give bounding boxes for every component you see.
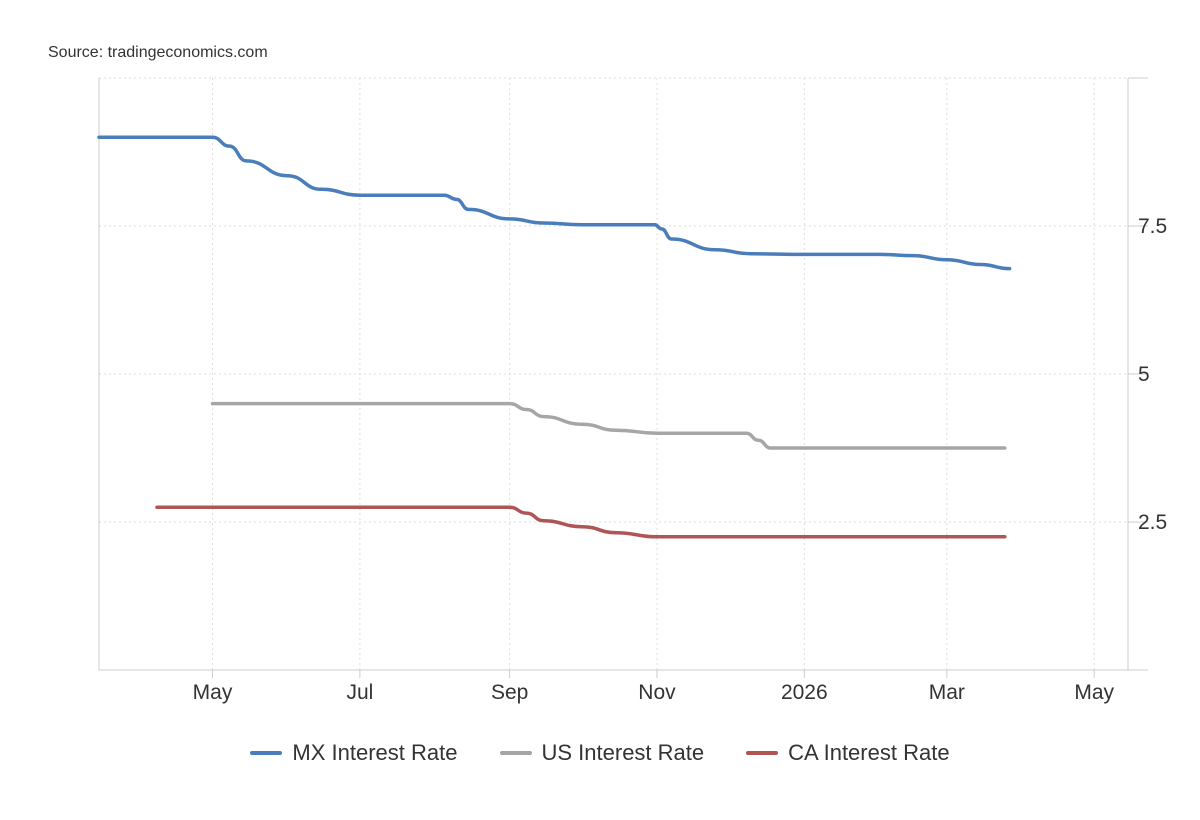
legend-label: CA Interest Rate: [788, 740, 950, 765]
series-line-us-interest-rate: [210, 401, 1007, 450]
legend-item[interactable]: US Interest Rate: [499, 740, 705, 766]
y-tick-label: 5: [1138, 363, 1150, 386]
legend: MX Interest Rate US Interest Rate CA Inter…: [0, 740, 1200, 766]
axes: [98, 77, 1148, 678]
y-tick-label: 2.5: [1138, 511, 1167, 534]
series-line-mx-interest-rate: [97, 135, 1012, 271]
y-tick-labels: 2.5 5 7.5: [1138, 215, 1167, 534]
source-label: Source: tradingeconomics.com: [48, 44, 268, 61]
legend-label: US Interest Rate: [541, 740, 705, 765]
x-tick-label: May: [1074, 681, 1114, 704]
legend-item[interactable]: MX Interest Rate: [250, 740, 458, 766]
legend-item[interactable]: CA Interest Rate: [746, 740, 950, 766]
legend-swatch: [250, 751, 283, 755]
grid-lines: [99, 77, 1128, 670]
legend-swatch: [499, 751, 532, 755]
x-tick-label: Mar: [929, 681, 965, 704]
x-tick-label: May: [193, 681, 233, 704]
x-tick-label: Nov: [638, 681, 676, 704]
y-tick-label: 7.5: [1138, 215, 1167, 238]
series-line-ca-interest-rate: [155, 505, 1007, 539]
x-tick-label: Jul: [346, 681, 373, 704]
legend-swatch: [746, 751, 779, 755]
x-tick-label: Sep: [491, 681, 528, 704]
x-tick-labels: May Jul Sep Nov 2026 Mar May: [193, 681, 1115, 704]
series-lines: [97, 135, 1012, 539]
legend-label: MX Interest Rate: [292, 740, 458, 765]
x-tick-label: 2026: [781, 681, 828, 704]
